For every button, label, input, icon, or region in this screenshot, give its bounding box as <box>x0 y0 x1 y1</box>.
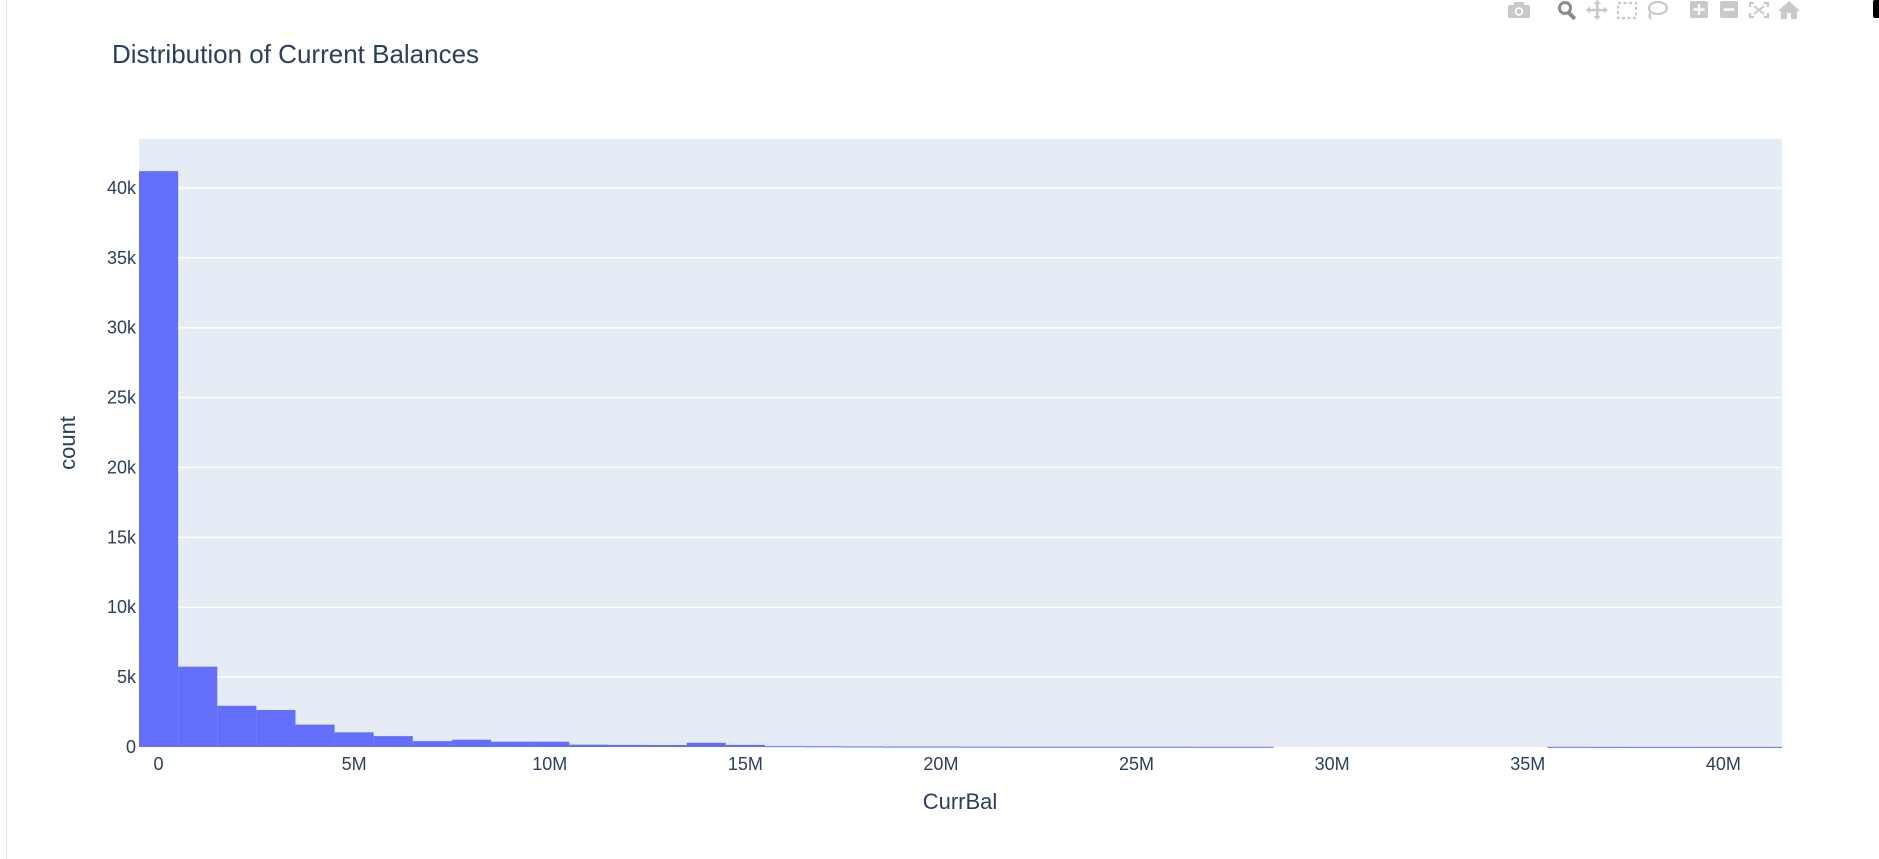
histogram-bar[interactable] <box>1077 746 1117 748</box>
zoom-out-icon <box>1720 1 1738 18</box>
reset-axes-icon <box>1778 1 1800 19</box>
camera-icon <box>1508 2 1530 18</box>
histogram-bar[interactable] <box>960 746 1000 748</box>
histogram-bar[interactable] <box>1547 746 1587 748</box>
histogram-bar[interactable] <box>256 709 296 747</box>
pan-button[interactable] <box>1584 0 1610 20</box>
zoom-in-button[interactable] <box>1686 0 1712 20</box>
y-tick-label: 40k <box>107 178 137 198</box>
y-tick-label: 0 <box>126 737 136 757</box>
histogram-bar[interactable] <box>608 744 648 747</box>
histogram-bar[interactable] <box>373 736 413 747</box>
histogram-bar[interactable] <box>217 705 257 747</box>
y-axis-title: count <box>55 416 80 470</box>
chart-title: Distribution of Current Balances <box>112 39 479 69</box>
histogram-bar[interactable] <box>491 741 531 747</box>
toolbar-edge-marker <box>1873 0 1879 18</box>
x-tick-label: 20M <box>923 754 958 774</box>
x-tick-label: 25M <box>1119 754 1154 774</box>
zoom-icon <box>1558 1 1577 20</box>
x-tick-label: 35M <box>1510 754 1545 774</box>
histogram-bar[interactable] <box>1234 746 1274 748</box>
histogram-bar[interactable] <box>804 746 844 748</box>
x-axis-ticks: 0 5M 10M 15M 20M 25M 30M 35M 40M <box>154 754 1741 774</box>
histogram-bar[interactable] <box>569 744 609 747</box>
histogram-bar[interactable] <box>647 745 687 747</box>
x-tick-label: 15M <box>728 754 763 774</box>
y-tick-label: 5k <box>117 667 137 687</box>
histogram-bar[interactable] <box>412 741 452 747</box>
autoscale-icon <box>1748 1 1770 19</box>
grid-lines <box>139 187 1782 678</box>
plot-area <box>139 139 1782 747</box>
histogram-bar[interactable] <box>139 171 179 748</box>
x-tick-label: 5M <box>342 754 367 774</box>
histogram-bar[interactable] <box>843 746 883 748</box>
y-axis-ticks: 0 5k 10k 15k 20k 25k 30k 35k 40k <box>107 178 137 757</box>
x-tick-label: 30M <box>1315 754 1350 774</box>
x-tick-label: 0 <box>154 754 164 774</box>
histogram-bar[interactable] <box>1156 746 1196 748</box>
histogram-bar[interactable] <box>921 746 961 748</box>
histogram-bar[interactable] <box>1742 746 1782 748</box>
modebar <box>1500 0 1879 22</box>
histogram-bar[interactable] <box>999 746 1039 748</box>
x-tick-label: 10M <box>532 754 567 774</box>
histogram-bar[interactable] <box>451 739 492 747</box>
y-tick-label: 35k <box>107 248 137 268</box>
reset-axes-button[interactable] <box>1776 0 1802 20</box>
y-tick-label: 30k <box>107 318 137 338</box>
histogram-bar[interactable] <box>1195 746 1235 748</box>
x-tick-label: 40M <box>1706 754 1741 774</box>
histogram-bar[interactable] <box>334 732 374 747</box>
histogram-bar[interactable] <box>178 666 218 747</box>
pan-icon <box>1586 0 1608 20</box>
histogram-bar[interactable] <box>530 741 570 747</box>
y-tick-label: 10k <box>107 597 137 617</box>
camera-button[interactable] <box>1506 0 1532 20</box>
lasso-icon <box>1647 0 1669 20</box>
histogram-bars <box>139 171 1782 748</box>
zoom-in-icon <box>1690 1 1708 18</box>
histogram-bar[interactable] <box>1703 746 1743 748</box>
histogram-bar[interactable] <box>295 724 335 747</box>
x-axis-title: CurrBal <box>923 789 998 814</box>
y-tick-label: 20k <box>107 457 137 477</box>
histogram-bar[interactable] <box>686 742 726 747</box>
zoom-out-button[interactable] <box>1716 0 1742 20</box>
y-tick-label: 15k <box>107 527 137 547</box>
lasso-button[interactable] <box>1644 0 1670 20</box>
histogram-bar[interactable] <box>1625 746 1665 748</box>
histogram-bar[interactable] <box>1116 746 1157 748</box>
zoom-button[interactable] <box>1554 0 1580 20</box>
histogram-bar[interactable] <box>1038 746 1078 748</box>
histogram-bar[interactable] <box>1586 746 1626 748</box>
page-divider <box>6 0 7 859</box>
histogram-bar[interactable] <box>882 746 922 748</box>
histogram-bar[interactable] <box>764 746 805 748</box>
y-tick-label: 25k <box>107 388 137 408</box>
histogram-bar[interactable] <box>725 744 765 747</box>
histogram-bar[interactable] <box>1664 746 1704 748</box>
autoscale-button[interactable] <box>1746 0 1772 20</box>
